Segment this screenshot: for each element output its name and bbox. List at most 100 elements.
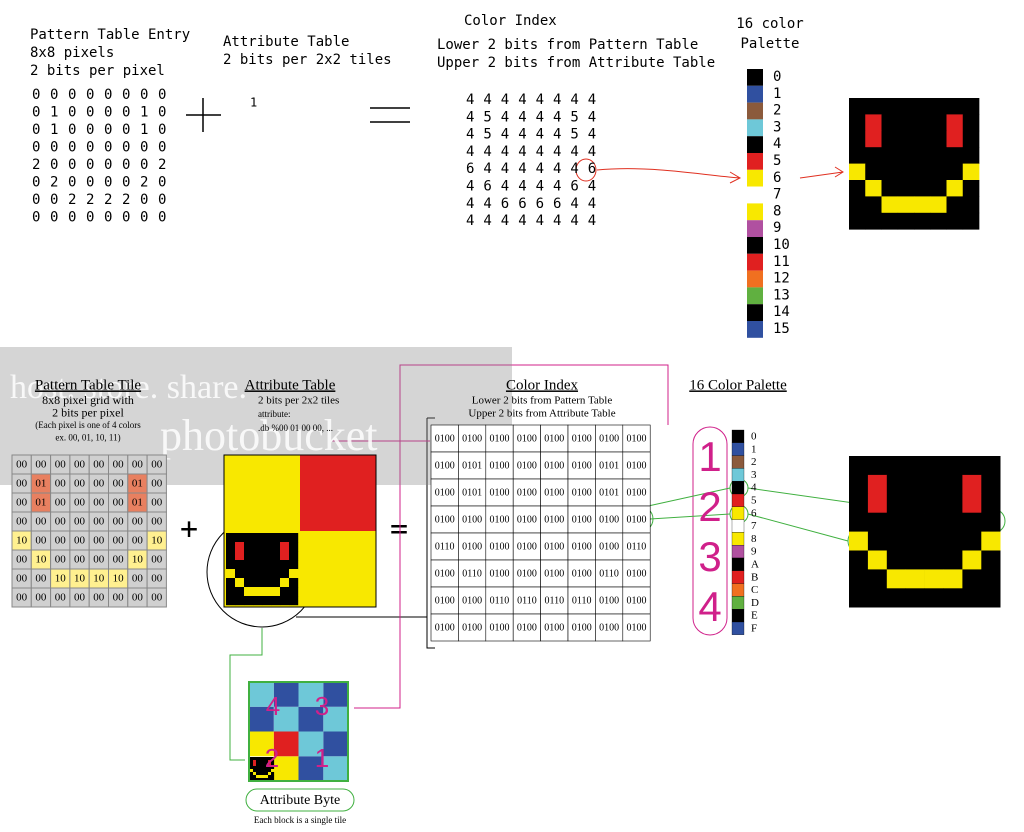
smiley-pixel [897,196,915,214]
tile-smiley-pixel [253,587,263,597]
byte-smiley-pixel [268,778,272,782]
smiley-pixel [849,550,869,570]
tile-value: 00 [74,592,86,604]
pixel-value: 0 [68,157,76,173]
byte-smiley-pixel [265,772,269,776]
smiley-pixel [849,163,866,181]
palette-index: 5 [773,153,781,169]
byte-smiley-pixel [253,775,257,779]
smiley-pixel [881,212,899,230]
tile-smiley-pixel [244,569,254,579]
smiley-pixel [849,588,869,608]
tile-smiley-pixel [253,596,263,606]
smiley-pixel [946,98,964,115]
smiley-pixel [867,512,888,532]
tile-value: 01 [35,497,46,509]
color-index-value: 6 [518,196,526,212]
index-value: 0100 [544,622,564,633]
color-index-value: 6 [501,196,509,212]
tile-smiley-pixel [226,587,236,597]
smiley-pixel [930,180,947,197]
color-index-value: 5 [570,127,578,143]
index-cell [595,559,624,588]
color-index-value: 4 [518,213,526,229]
index-value: 0100 [462,433,482,444]
palette-index: 8 [751,533,757,545]
index-value: 0100 [435,595,455,606]
palette-index: D [751,597,759,609]
tile-value: 00 [93,516,105,528]
index-cell [622,505,651,534]
tile-block [323,682,348,707]
smiley-pixel [905,512,925,532]
smiley-pixel [962,588,982,608]
tile-smiley-pixel [226,533,236,543]
index-value: 0100 [572,568,592,579]
byte-smiley-pixel [256,763,260,767]
tile-smiley-pixel [289,578,299,588]
smiley-pixel [849,147,866,164]
heading: 16 Color Palette [689,377,787,393]
byte-smiley-pixel [265,775,269,779]
tile-value: 00 [74,535,86,547]
arrow [799,166,844,179]
pixel-value: 0 [122,157,130,173]
tile-block [323,706,348,732]
tile-value: 01 [132,478,143,490]
palette-index: 3 [773,119,781,135]
attribute-quadrant [300,531,376,607]
connector [229,628,263,761]
smiley-pixel [930,98,947,115]
tile-value: 00 [55,554,67,566]
smiley-pixel [849,130,866,148]
palette-index: 5 [751,495,757,507]
smiley-pixel [981,550,1001,570]
palette-index: 8 [773,203,781,219]
tile-smiley-pixel [289,551,299,561]
smiley-pixel [886,550,906,570]
pixel-value: 0 [122,140,130,156]
byte-smiley-pixel [262,775,266,779]
group-number: 1 [698,433,721,480]
color-index-value: 4 [588,127,596,143]
palette-index: E [751,610,758,622]
swatch [731,519,745,533]
byte-frame [248,681,349,782]
pixel-value: 2 [140,175,148,191]
tile-smiley-pixel [289,542,299,552]
color-index-value: 4 [518,109,526,125]
byte-smiley-pixel [250,757,254,761]
tile-value: 00 [16,592,28,604]
tile-smiley-pixel [235,578,245,588]
group-number: 4 [698,583,721,630]
smiley-pixel [886,493,906,513]
tile-block [273,706,299,732]
smiley-pixel [930,130,947,148]
color-index-value: 6 [588,161,596,177]
color-index-value: 4 [536,92,544,108]
attribute-frame [223,454,377,608]
tile-value: 00 [151,573,163,585]
palette-index: 11 [773,254,790,270]
byte-smiley-pixel [256,775,260,779]
tile-value: 10 [74,573,86,585]
tile-smiley-pixel [280,578,290,588]
index-value: 0100 [599,541,619,552]
smiley-pixel [946,180,964,197]
palette-index: 6 [773,170,781,186]
tile-value: 00 [35,459,47,471]
index-value: 0100 [462,514,482,525]
tile-value: 10 [93,573,105,585]
pixel-value: 0 [104,175,112,191]
index-cell [458,559,487,588]
index-value: 0100 [435,433,455,444]
tile-smiley-pixel [235,569,245,579]
swatch [747,153,763,170]
tile-value: 00 [74,459,86,471]
tile-smiley-pixel [280,587,290,597]
smiley-pixel [867,493,888,513]
color-index-value: 6 [483,179,491,195]
byte-smiley-pixel [253,757,257,761]
index-value: 0100 [517,568,537,579]
tile-smiley-pixel [244,542,254,552]
